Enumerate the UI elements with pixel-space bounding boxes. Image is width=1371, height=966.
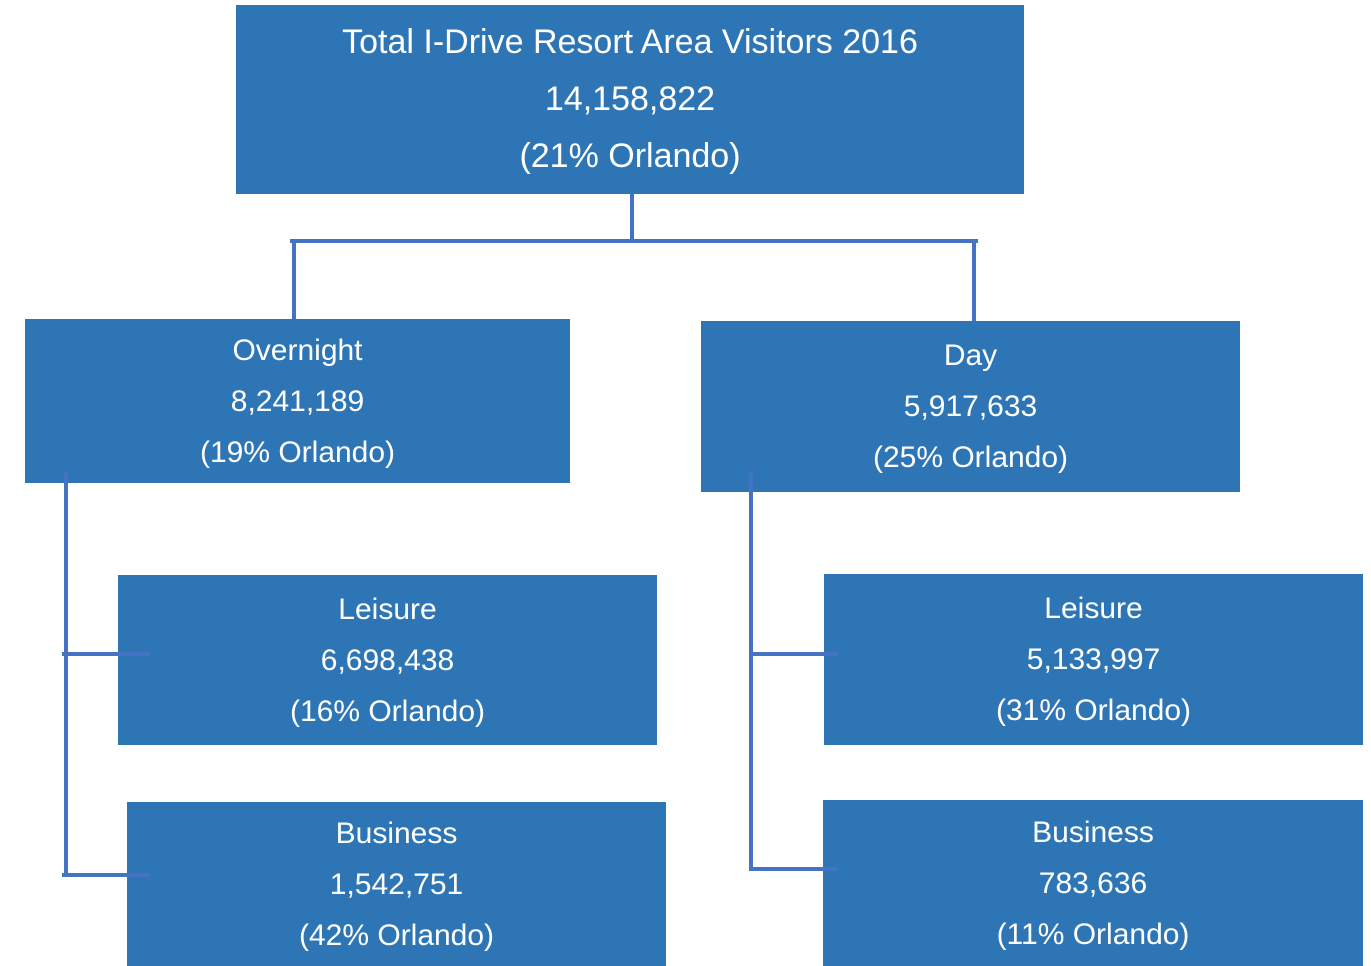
node-overnight-leisure: Leisure 6,698,438 (16% Orlando)	[118, 575, 657, 745]
node-day-leisure: Leisure 5,133,997 (31% Orlando)	[824, 574, 1363, 745]
node-value: 783,636	[1038, 866, 1148, 900]
node-total: Total I-Drive Resort Area Visitors 2016 …	[236, 5, 1024, 194]
node-share: (19% Orlando)	[199, 435, 396, 469]
node-label: Day	[943, 339, 998, 372]
node-label: Total I-Drive Resort Area Visitors 2016	[342, 23, 918, 61]
node-label: Overnight	[232, 333, 363, 367]
node-value: 1,542,751	[329, 867, 464, 901]
node-label: Business	[335, 816, 458, 850]
node-label: Business	[1032, 815, 1154, 849]
node-value: 5,917,633	[903, 390, 1038, 423]
node-value: 6,698,438	[320, 643, 455, 677]
node-day-business: Business 783,636 (11% Orlando)	[823, 800, 1363, 966]
node-share: (31% Orlando)	[995, 694, 1192, 727]
node-share: (21% Orlando)	[519, 137, 741, 175]
node-share: (42% Orlando)	[298, 918, 495, 952]
node-value: 8,241,189	[230, 384, 365, 418]
node-day: Day 5,917,633 (25% Orlando)	[701, 321, 1240, 492]
node-label: Leisure	[1044, 592, 1143, 625]
node-share: (16% Orlando)	[289, 694, 486, 728]
node-share: (25% Orlando)	[872, 441, 1069, 474]
node-label: Leisure	[338, 592, 437, 626]
node-overnight: Overnight 8,241,189 (19% Orlando)	[25, 319, 570, 483]
node-value: 14,158,822	[544, 80, 716, 118]
node-overnight-business: Business 1,542,751 (42% Orlando)	[127, 802, 666, 966]
node-share: (11% Orlando)	[996, 917, 1190, 951]
node-value: 5,133,997	[1026, 643, 1161, 676]
